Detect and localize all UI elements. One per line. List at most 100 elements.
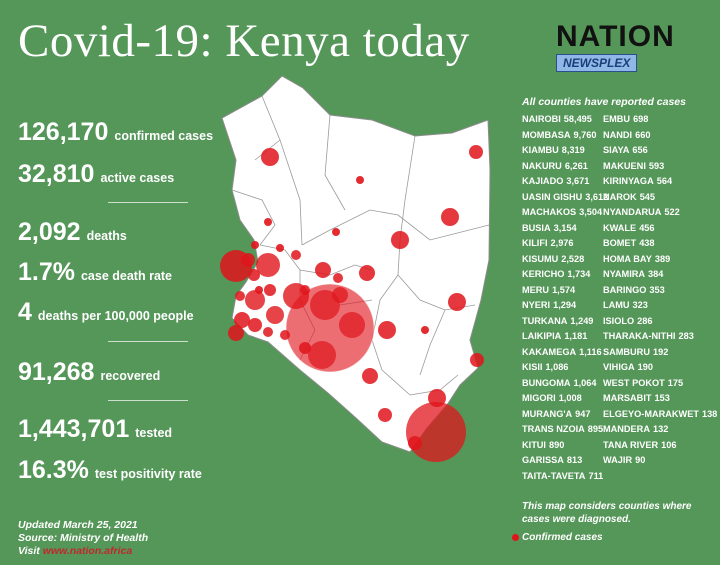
positivity-label: test positivity rate [94,467,202,481]
county-value: 3,612 [585,191,609,202]
bubble-murang-a [332,287,348,303]
county-row: SIAYA 656 [603,145,648,155]
stat-positivity: 16.3% test positivity rate [18,456,202,485]
county-row: TAITA-TAVETA 711 [522,471,603,481]
recovered-value: 91,268 [18,358,95,386]
county-value: 1,064 [573,377,597,388]
county-value: 283 [678,331,694,341]
brand-sub: NEWSPLEX [556,54,638,72]
deaths-value: 2,092 [18,218,81,246]
county-name: KITUI [522,439,546,450]
county-row: KAKAMEGA 1,116 [522,347,602,357]
county-row: EMBU 698 [603,114,648,124]
county-row: LAIKIPIA 1,181 [522,331,587,341]
county-name: ELGEYO-MARAKWET [603,408,699,419]
tested-label: tested [135,426,173,440]
bubble-busia [220,250,252,282]
county-name: WEST POKOT [603,377,665,388]
county-value: 90 [635,455,646,465]
deaths-label: deaths [86,229,127,243]
county-name: LAIKIPIA [522,331,562,341]
county-value: 106 [661,439,677,450]
county-row: KAJIADO 3,671 [522,176,589,186]
county-value: 1,294 [553,300,577,310]
bubble-garissa [448,293,466,311]
county-value: 132 [652,424,669,434]
county-name: HOMA BAY [603,253,652,264]
county-name: BUSIA [522,222,551,233]
bubble-kakamega [248,269,260,281]
bubble-taita-taveta [378,408,392,422]
cdr-value: 1.7% [18,258,75,286]
county-row: MERU 1,574 [522,285,575,295]
bubble-isiolo [391,231,409,249]
county-row: GARISSA 813 [522,455,582,465]
county-name: KAKAMEGA [522,346,577,357]
recovered-label: recovered [100,369,161,383]
county-value: 192 [652,346,669,357]
stat-deaths: 2,092 deaths [18,218,127,247]
county-row: NYANDARUA 522 [603,207,680,217]
bubble-nyeri [333,273,343,283]
county-value: 1,008 [558,393,582,403]
county-value: 593 [648,160,665,171]
county-value: 947 [575,408,591,419]
county-row: NYAMIRA 384 [603,269,663,279]
bubble-nyamira [263,327,273,337]
county-value: 1,734 [567,269,591,279]
brand-logo: NATION NEWSPLEX [556,22,675,72]
visit-line: Visit www.nation.africa [18,545,148,558]
county-value: 9,760 [573,129,597,140]
county-value: 138 [701,408,718,419]
county-value: 1,574 [552,284,576,295]
county-row: MOMBASA 9,760 [522,130,597,140]
bubble-nyandarua [300,285,310,295]
county-name: THARAKA-NITHI [603,331,676,341]
bubble-meru [359,265,375,281]
county-value: 286 [637,315,653,326]
county-name: SAMBURU [603,346,650,357]
divider [108,341,188,342]
bubble-mandera [469,145,483,159]
county-value: 895 [587,424,604,434]
county-name: BARINGO [603,284,647,295]
bubble-migori [228,325,244,341]
county-row: NANDI 660 [603,130,650,140]
county-row: WEST POKOT 175 [603,378,683,388]
county-row: BOMET 438 [603,238,655,248]
bubble-uasin-gishu [256,253,280,277]
bubble-trans-nzoia [251,241,259,249]
county-name: TAITA-TAVETA [522,470,586,481]
bubble-kisii [248,318,262,332]
legend-label: Confirmed cases [522,532,603,543]
county-row: NAKURU 6,261 [522,161,588,171]
county-list-title: All counties have reported cases [522,96,686,108]
county-value: 153 [654,393,670,403]
county-name: MOMBASA [522,129,571,140]
county-name: NAROK [603,191,637,202]
county-row: VIHIGA 190 [603,362,653,372]
county-row: TURKANA 1,249 [522,316,593,326]
county-name: MANDERA [603,424,650,434]
stat-active: 32,810 active cases [18,160,174,189]
county-row: MURANG'A 947 [522,409,591,419]
county-value: 3,671 [566,176,590,186]
county-value: 545 [639,191,656,202]
county-name: NYERI [522,300,551,310]
legend: Confirmed cases [512,532,603,543]
county-name: MURANG'A [522,408,573,419]
county-row: MIGORI 1,008 [522,393,582,403]
bubble-laikipia [315,262,331,278]
county-row: LAMU 323 [603,300,648,310]
county-row: KERICHO 1,734 [522,269,590,279]
confirmed-label: confirmed cases [114,129,214,143]
bubble-samburu [332,228,340,236]
stat-recovered: 91,268 recovered [18,358,160,387]
county-row: THARAKA-NITHI 283 [603,331,694,341]
county-name: TURKANA [522,315,568,326]
county-row: WAJIR 90 [603,455,645,465]
website-link[interactable]: www.nation.africa [42,545,133,557]
county-name: BUNGOMA [522,377,571,388]
per100k-value: 4 [18,298,32,326]
